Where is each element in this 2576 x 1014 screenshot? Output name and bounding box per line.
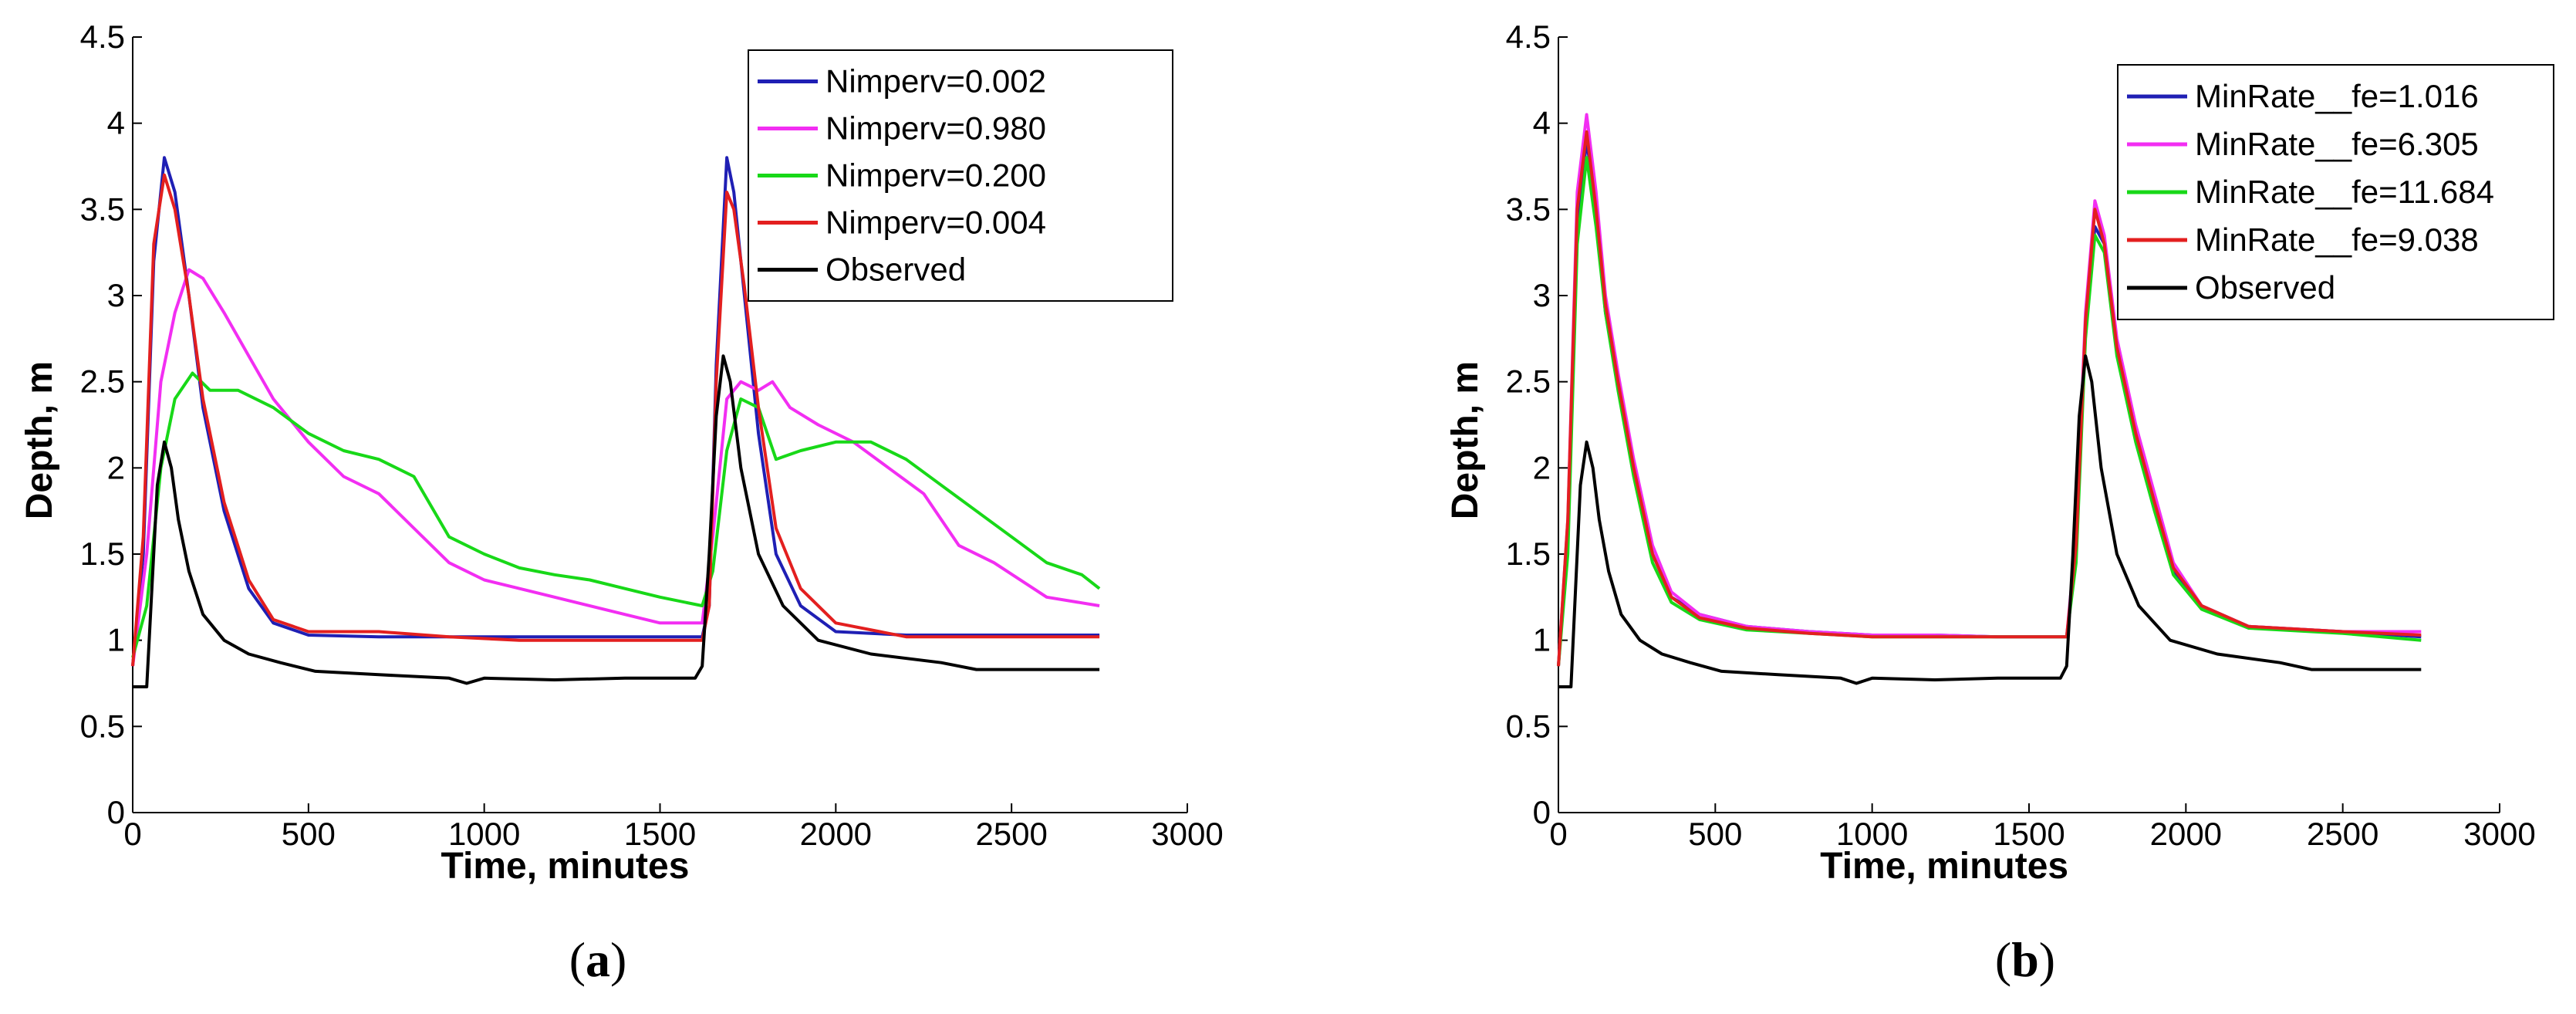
series-line-5 — [133, 354, 1100, 688]
x-tick-label: 0 — [123, 816, 141, 852]
x-tick-label: 2000 — [2150, 816, 2222, 852]
axes: 0 500 1000 1500 2000 2500 3000 0 0.5 1 1.5 2 2.5 3 3.5… — [1445, 19, 2536, 887]
legend: Nimperv=0.002 Nimperv=0.980 Nimperv=0.200 N… — [748, 49, 1173, 302]
series-group — [1557, 113, 2422, 688]
x-tick-label: 2500 — [2307, 816, 2378, 852]
x-tick-label: 500 — [282, 816, 336, 852]
y-tick-label: 0.5 — [1506, 708, 1551, 744]
x-tick-label: 3000 — [1151, 816, 1223, 852]
y-tick-label: 0 — [1533, 794, 1551, 830]
x-tick-label: 1500 — [624, 816, 696, 852]
y-tick-label: 1 — [1533, 622, 1551, 658]
y-tick-label: 3.5 — [1506, 191, 1551, 227]
y-tick-label: 1.5 — [80, 536, 125, 572]
y-tick-label: 4.5 — [1506, 19, 1551, 55]
y-tick-label: 4 — [107, 105, 125, 141]
y-axis-title: Depth, m — [1445, 361, 1486, 519]
chart-panel-b: 0 500 1000 1500 2000 2500 3000 0 0.5 1 1.5 2 2.5 3 3.5… — [1445, 19, 2554, 887]
legend-box — [2117, 64, 2554, 320]
y-tick-label: 0.5 — [80, 708, 125, 744]
x-axis-title: Time, minutes — [441, 846, 690, 887]
series-line-3 — [131, 371, 1101, 658]
y-tick-label: 3.5 — [80, 191, 125, 227]
x-tick-label: 3000 — [2463, 816, 2535, 852]
series-group — [131, 156, 1101, 688]
legend-entry-label: Nimperv=0.002 — [825, 63, 1046, 100]
panel-label-b: (b) — [1995, 932, 2055, 987]
y-tick-label: 2.5 — [80, 363, 125, 400]
x-tick-label: 1000 — [1836, 816, 1908, 852]
x-tick-label: 1500 — [1993, 816, 2065, 852]
series-line-5 — [1558, 354, 2422, 688]
y-tick-label: 1 — [107, 622, 125, 658]
legend-entry-label: MinRate__fe=9.038 — [2195, 221, 2479, 258]
y-tick-label: 3 — [107, 277, 125, 313]
axes: 0 500 1000 1500 2000 2500 3000 0 0.5 1 1.5 2 2.5 3 3.5… — [19, 19, 1224, 887]
y-tick-label: 1.5 — [1506, 536, 1551, 572]
legend-entry-label: Nimperv=0.200 — [825, 157, 1046, 194]
y-tick-label: 2 — [1533, 449, 1551, 485]
legend-entry-label: Nimperv=0.004 — [825, 204, 1046, 241]
x-axis-title: Time, minutes — [1820, 846, 2068, 887]
panel-label-a: (a) — [569, 932, 627, 987]
legend-entry-label: Observed — [2195, 269, 2335, 306]
y-tick-label: 2 — [107, 449, 125, 485]
x-tick-label: 1000 — [448, 816, 520, 852]
x-tick-label: 2000 — [800, 816, 872, 852]
legend-entry-label: Nimperv=0.980 — [825, 110, 1046, 147]
legend-entry-label: MinRate__fe=1.016 — [2195, 78, 2479, 114]
legend-entry-label: MinRate__fe=11.684 — [2195, 174, 2494, 210]
legend-entry-label: MinRate__fe=6.305 — [2195, 126, 2479, 162]
y-axis-title: Depth, m — [19, 361, 60, 519]
legend: MinRate__fe=1.016 MinRate__fe=6.305 MinRat… — [2117, 64, 2554, 320]
x-tick-label: 2500 — [975, 816, 1047, 852]
legend-box — [748, 49, 1173, 302]
y-tick-label: 3 — [1533, 277, 1551, 313]
series-line-4 — [1557, 130, 2422, 667]
y-tick-label: 4 — [1533, 105, 1551, 141]
x-tick-label: 500 — [1688, 816, 1742, 852]
legend-entry-label: Observed — [825, 252, 966, 288]
chart-panel-a: 0 500 1000 1500 2000 2500 3000 0 0.5 1 1.5 2 2.5 3 3.5… — [19, 19, 1224, 887]
series-line-2 — [131, 268, 1100, 667]
y-tick-label: 4.5 — [80, 19, 125, 55]
x-tick-label: 0 — [1549, 816, 1567, 852]
y-tick-label: 0 — [107, 794, 125, 830]
series-line-4 — [131, 173, 1100, 667]
y-tick-label: 2.5 — [1506, 363, 1551, 400]
